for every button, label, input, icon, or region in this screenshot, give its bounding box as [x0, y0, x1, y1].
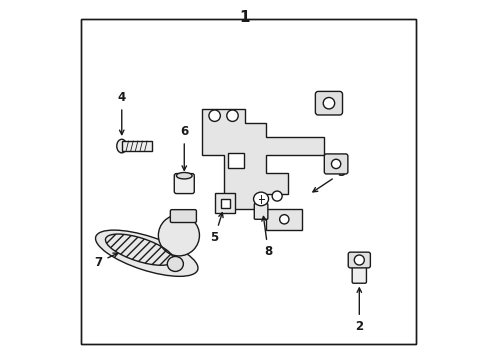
FancyBboxPatch shape — [316, 91, 343, 115]
FancyBboxPatch shape — [228, 153, 244, 168]
Circle shape — [272, 191, 282, 201]
FancyBboxPatch shape — [352, 261, 367, 283]
Ellipse shape — [253, 192, 269, 206]
Text: 4: 4 — [118, 91, 126, 135]
FancyBboxPatch shape — [254, 203, 268, 219]
FancyBboxPatch shape — [122, 141, 152, 151]
FancyBboxPatch shape — [215, 193, 235, 213]
Polygon shape — [202, 109, 323, 230]
Circle shape — [323, 98, 335, 109]
Ellipse shape — [176, 172, 192, 179]
Text: 6: 6 — [180, 125, 188, 170]
Text: 5: 5 — [211, 213, 223, 244]
Text: 1: 1 — [240, 10, 250, 25]
Circle shape — [209, 110, 221, 121]
Circle shape — [354, 255, 364, 265]
Ellipse shape — [117, 139, 127, 153]
FancyBboxPatch shape — [171, 210, 196, 222]
Text: 7: 7 — [95, 253, 118, 269]
FancyBboxPatch shape — [220, 199, 230, 208]
FancyBboxPatch shape — [348, 252, 370, 268]
Circle shape — [227, 110, 238, 121]
Circle shape — [280, 215, 289, 224]
Ellipse shape — [167, 256, 183, 271]
Circle shape — [331, 159, 341, 168]
Text: 8: 8 — [262, 216, 272, 258]
FancyBboxPatch shape — [324, 154, 348, 174]
Text: 3: 3 — [313, 166, 345, 192]
FancyBboxPatch shape — [174, 174, 194, 194]
Ellipse shape — [96, 230, 198, 276]
Text: 2: 2 — [355, 288, 364, 333]
Ellipse shape — [158, 215, 199, 256]
